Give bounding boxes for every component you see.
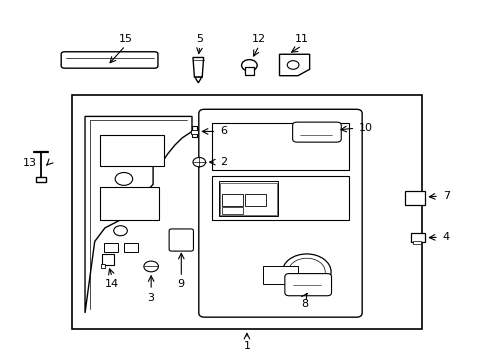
Bar: [192, 126, 197, 137]
Text: 14: 14: [105, 279, 119, 289]
Bar: [100, 187, 159, 220]
Text: 5: 5: [196, 33, 203, 44]
Polygon shape: [193, 58, 203, 77]
Text: 10: 10: [359, 123, 372, 133]
Text: 2: 2: [220, 157, 227, 167]
Bar: [211, 123, 348, 170]
Text: 6: 6: [220, 126, 227, 136]
FancyBboxPatch shape: [292, 122, 341, 142]
Text: 7: 7: [442, 191, 449, 201]
Bar: [222, 207, 242, 213]
Text: 8: 8: [301, 298, 308, 309]
Circle shape: [193, 157, 205, 167]
Bar: [404, 191, 425, 205]
Text: 9: 9: [177, 279, 184, 289]
Bar: [220, 183, 276, 215]
Bar: [222, 194, 242, 206]
Text: 15: 15: [118, 33, 132, 44]
Bar: [211, 176, 348, 220]
Circle shape: [115, 172, 132, 185]
FancyBboxPatch shape: [169, 229, 193, 251]
Text: 13: 13: [22, 158, 37, 168]
Bar: [102, 253, 114, 265]
Bar: [218, 181, 278, 216]
Circle shape: [287, 258, 325, 285]
Polygon shape: [195, 77, 201, 83]
Circle shape: [282, 254, 330, 290]
Circle shape: [114, 226, 127, 236]
Bar: [191, 130, 198, 134]
Bar: [72, 95, 421, 329]
Circle shape: [241, 60, 257, 71]
FancyBboxPatch shape: [285, 274, 331, 296]
Circle shape: [287, 61, 298, 69]
Bar: [244, 67, 253, 75]
Text: 11: 11: [294, 33, 308, 44]
Text: 3: 3: [147, 293, 154, 302]
Bar: [101, 264, 105, 268]
Polygon shape: [279, 54, 309, 76]
Polygon shape: [85, 116, 192, 313]
Bar: [410, 233, 425, 242]
FancyBboxPatch shape: [61, 52, 158, 68]
Bar: [100, 135, 163, 166]
Text: 4: 4: [442, 232, 449, 242]
Bar: [36, 177, 46, 182]
Bar: [123, 243, 137, 252]
Bar: [245, 194, 265, 206]
Text: 12: 12: [251, 33, 265, 44]
Bar: [263, 266, 297, 284]
Bar: [412, 242, 421, 244]
Bar: [104, 243, 118, 252]
FancyBboxPatch shape: [199, 109, 362, 317]
Text: 1: 1: [243, 342, 250, 351]
Circle shape: [143, 261, 158, 272]
